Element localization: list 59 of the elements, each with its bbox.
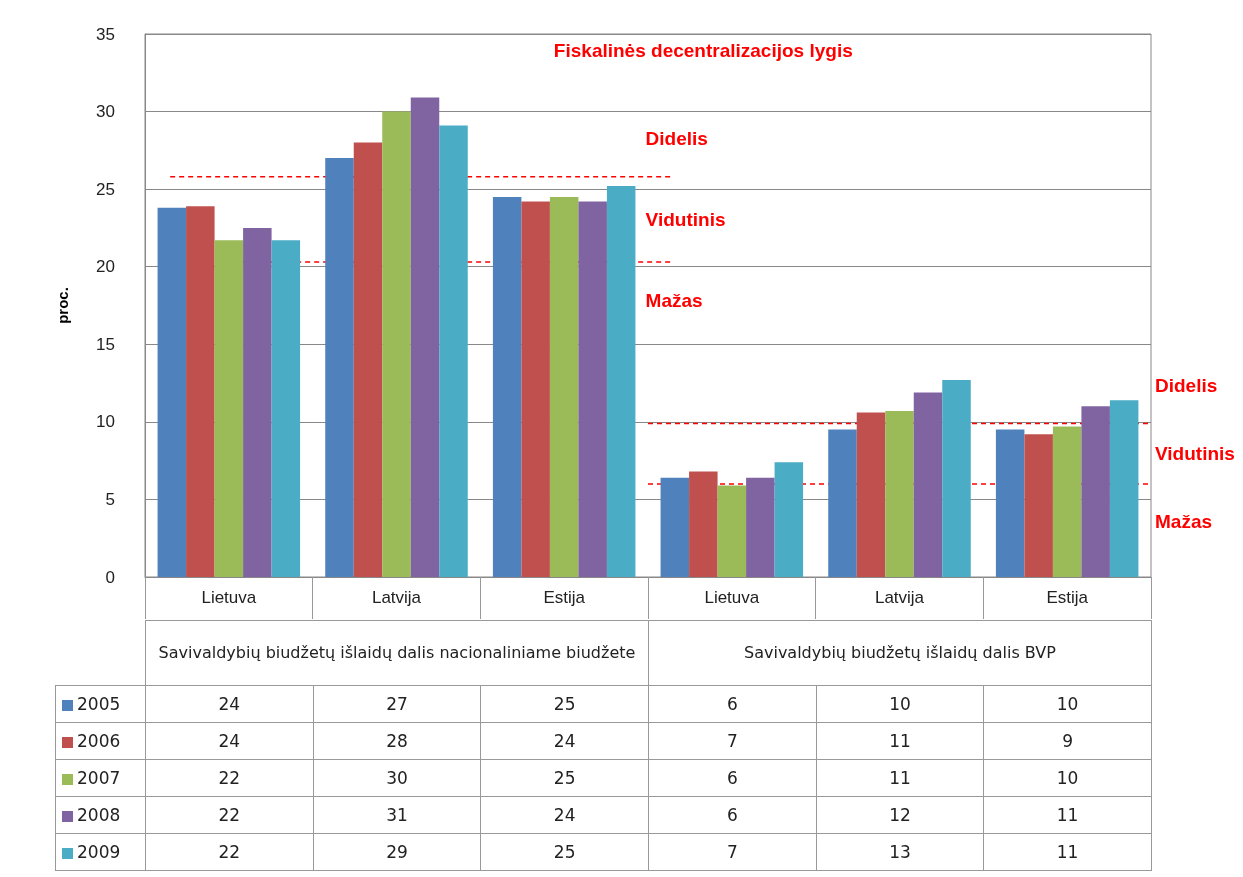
data-label: 10 <box>816 685 984 723</box>
legend-label: 2005 <box>55 685 146 723</box>
data-label: 7 <box>648 722 817 760</box>
data-label: 25 <box>480 685 649 723</box>
text: Didelis <box>1155 374 1218 396</box>
data-label: 27 <box>313 685 481 723</box>
x-tick-label: Lietuva <box>704 588 760 607</box>
data-label: 10 <box>983 685 1152 723</box>
data-label: 11 <box>983 796 1152 834</box>
data-label: 11 <box>816 759 984 797</box>
legend-label: 2006 <box>55 722 146 760</box>
data-label: 11 <box>816 722 984 760</box>
x-tick-label: Estija <box>543 588 586 607</box>
annotation: Didelis <box>645 128 708 150</box>
text: Savivaldybių biudžetų išlaidų dalis BVP <box>648 620 1152 686</box>
y-tick-label: 10 <box>96 412 115 432</box>
text: Vidutinis <box>1155 443 1235 465</box>
y-tick-label: 30 <box>96 102 115 122</box>
data-label: 6 <box>648 796 817 834</box>
x-tick-label: Estija <box>1046 588 1089 607</box>
annotation: Vidutinis <box>645 208 726 230</box>
data-label: 6 <box>648 759 817 797</box>
y-tick-label: 5 <box>105 489 115 509</box>
data-label: 13 <box>816 833 984 871</box>
data-label: 10 <box>983 759 1152 797</box>
data-label: 25 <box>480 759 649 797</box>
chart-title: Fiskalinės decentralizacijos lygis <box>553 40 853 61</box>
data-label: 11 <box>983 833 1152 871</box>
y-tick-label: 35 <box>96 24 115 44</box>
data-label: 29 <box>313 833 481 871</box>
legend-label: 2008 <box>55 796 146 834</box>
y-tick-label: 0 <box>105 567 115 587</box>
data-label: 24 <box>145 722 314 760</box>
data-label: 28 <box>313 722 481 760</box>
data-label: 6 <box>648 685 817 723</box>
data-label: 25 <box>480 833 649 871</box>
data-label: 9 <box>983 722 1152 760</box>
text: Savivaldybių biudžetų išlaidų dalis nacionaliniame biudžete <box>145 620 649 686</box>
data-label: 22 <box>145 833 314 871</box>
y-tick-label: 15 <box>96 334 115 354</box>
data-label: 24 <box>480 796 649 834</box>
y-axis-title: proc. <box>54 287 71 324</box>
legend-label: 2007 <box>55 759 146 797</box>
annotation: Mažas <box>645 289 703 311</box>
data-label: 30 <box>313 759 481 797</box>
x-tick-label: Lietuva <box>201 588 257 607</box>
data-label: 22 <box>145 759 314 797</box>
x-tick-label: Latvija <box>371 588 422 607</box>
y-tick-label: 20 <box>96 257 115 277</box>
data-label: 12 <box>816 796 984 834</box>
legend-label: 2009 <box>55 833 146 871</box>
data-label: 22 <box>145 796 314 834</box>
y-tick-label: 25 <box>96 179 115 199</box>
data-label: 31 <box>313 796 481 834</box>
text: Mažas <box>1155 511 1213 533</box>
data-label: 24 <box>480 722 649 760</box>
data-label: 7 <box>648 833 817 871</box>
data-label: 24 <box>145 685 314 723</box>
x-tick-label: Latvija <box>874 588 925 607</box>
